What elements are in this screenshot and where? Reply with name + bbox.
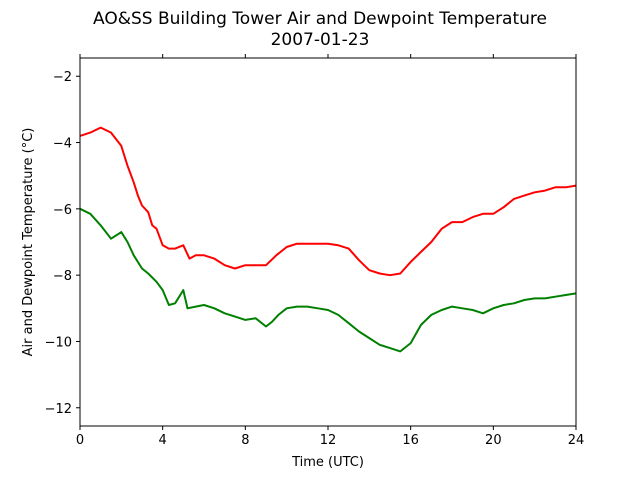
x-tick-label: 20 bbox=[485, 433, 502, 448]
x-axis-label: Time (UTC) bbox=[291, 455, 364, 470]
y-tick-label: −10 bbox=[45, 335, 72, 350]
ticks-layer: 0 4 8 12 16 20 24 −12 −10 −8 −6 −4 −2 bbox=[45, 54, 585, 448]
y-tick-label: −6 bbox=[53, 203, 72, 218]
x-tick-label: 8 bbox=[241, 433, 249, 448]
y-tick-label: −4 bbox=[53, 137, 72, 152]
x-tick-label: 16 bbox=[402, 433, 419, 448]
y-tick-label: −12 bbox=[45, 402, 72, 417]
y-tick-label: −8 bbox=[53, 269, 72, 284]
series-line-1 bbox=[79, 207, 577, 353]
x-tick-label: 0 bbox=[76, 433, 84, 448]
y-axis-label: Air and Dewpoint Temperature (°C) bbox=[21, 128, 36, 357]
series-layer bbox=[79, 126, 577, 353]
chart-subtitle: 2007-01-23 bbox=[271, 30, 370, 50]
chart-title: AO&SS Building Tower Air and Dewpoint Te… bbox=[93, 9, 547, 29]
series-line-0 bbox=[79, 126, 577, 277]
y-tick-label: −2 bbox=[53, 70, 72, 85]
x-tick-label: 24 bbox=[568, 433, 585, 448]
x-tick-label: 4 bbox=[159, 433, 167, 448]
x-tick-label: 12 bbox=[320, 433, 337, 448]
